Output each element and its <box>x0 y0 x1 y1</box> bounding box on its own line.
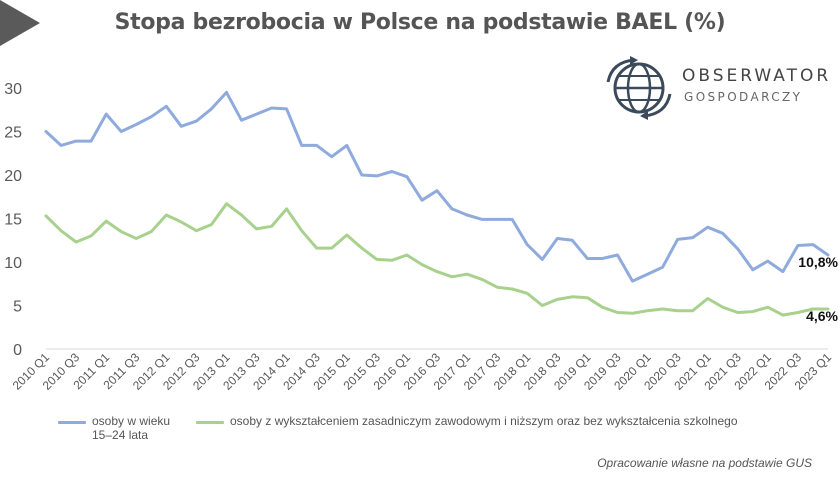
end-value-label-0: 10,8% <box>798 254 838 270</box>
chart-title: Stopa bezrobocia w Polsce na podstawie B… <box>114 10 726 35</box>
y-tick-label: 5 <box>13 299 22 316</box>
legend-label-youth-line2: 15–24 lata <box>92 428 149 442</box>
logo-subtitle: GOSPODARCZY <box>684 90 803 104</box>
corner-triangle-decoration <box>0 0 40 46</box>
legend-label-youth: osoby w wieku 15–24 lata <box>92 414 170 442</box>
legend-swatch-vocational <box>196 421 224 424</box>
legend-label-youth-line1: osoby w wieku <box>92 414 171 428</box>
series-line-1 <box>44 202 830 317</box>
y-tick-label: 0 <box>13 342 22 359</box>
end-value-label-1: 4,6% <box>806 308 838 324</box>
y-tick-label: 10 <box>4 255 22 272</box>
source-note: Opracowanie własne na podstawie GUS <box>597 456 812 470</box>
y-tick-label: 25 <box>4 125 22 142</box>
legend-swatch-youth <box>58 421 86 424</box>
logo: OBSERWATOR GOSPODARCZY <box>606 56 836 120</box>
logo-name: OBSERWATOR <box>682 66 832 86</box>
globe-arrows-icon <box>606 56 672 120</box>
legend-label-vocational: osoby z wykształceniem zasadniczym zawod… <box>230 414 738 428</box>
legend-item-vocational: osoby z wykształceniem zasadniczym zawod… <box>196 414 738 428</box>
y-tick-label: 20 <box>4 168 22 185</box>
series-line-0 <box>44 90 830 283</box>
y-tick-label: 15 <box>4 212 22 229</box>
legend-item-youth: osoby w wieku 15–24 lata <box>58 414 170 442</box>
y-tick-label: 30 <box>4 81 22 98</box>
